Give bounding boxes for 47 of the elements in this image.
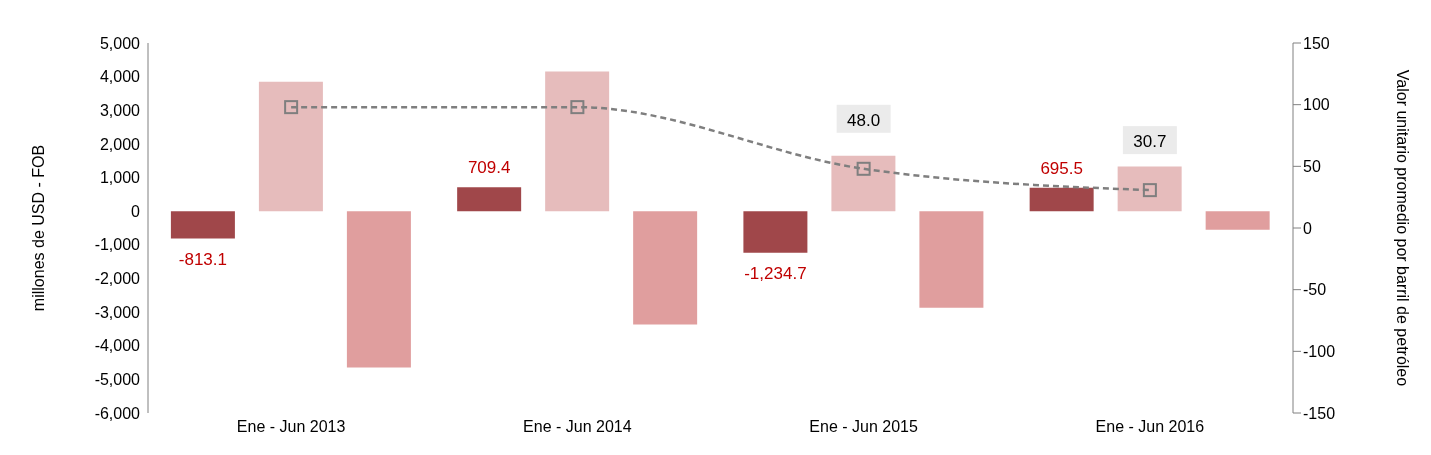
- y-tick-label: 5,000: [99, 34, 141, 52]
- x-tick-label: Ene - Jun 2015: [809, 418, 918, 436]
- bar: [743, 211, 808, 253]
- y-tick-label: -1,000: [94, 236, 141, 254]
- y-tick-label: -5,000: [94, 371, 141, 389]
- bar: [545, 71, 610, 212]
- bar: [633, 211, 698, 325]
- y-tick-label: 4,000: [99, 68, 141, 86]
- data-label: 30.7: [1133, 132, 1167, 152]
- y-tick-label: -4,000: [94, 337, 141, 355]
- y2-tick-label: 50: [1303, 158, 1321, 176]
- point: [570, 100, 585, 115]
- point: [1142, 183, 1157, 198]
- data-label: 695.5: [1040, 158, 1083, 178]
- x-tick-label: Ene - Jun 2016: [1095, 418, 1205, 436]
- bar: [1117, 166, 1182, 212]
- bar: [1205, 211, 1270, 230]
- y2-tick-label: -150: [1303, 404, 1336, 422]
- bar: [831, 155, 896, 212]
- x-tick-label: Ene - Jun 2014: [523, 418, 632, 436]
- y2-tick-label: 150: [1303, 34, 1330, 52]
- y-tick-label: 3,000: [99, 101, 141, 119]
- bar: [346, 211, 411, 368]
- y-tick-label: 2,000: [99, 135, 141, 153]
- y2-axis-title: Valor unitario promedio por barril de petróleo: [1394, 69, 1412, 387]
- bar: [457, 187, 522, 212]
- y-tick-label: 0: [131, 202, 141, 220]
- y2-tick-label: -50: [1303, 281, 1327, 299]
- data-label: -1,234.7: [744, 263, 807, 283]
- bar: [919, 211, 984, 308]
- y2-tick-label: -100: [1303, 343, 1336, 361]
- y-axis-title: millones de USD - FOB: [29, 144, 47, 312]
- point: [856, 161, 871, 176]
- y-tick-label: -2,000: [94, 270, 141, 288]
- bar: [1029, 187, 1094, 212]
- bar: [170, 211, 235, 239]
- y-tick-label: -6,000: [94, 404, 141, 422]
- y2-tick-label: 100: [1303, 96, 1330, 114]
- y-tick-label: -3,000: [94, 303, 141, 321]
- data-label: 709.4: [467, 158, 511, 178]
- bar: [258, 81, 323, 212]
- y-tick-label: 1,000: [99, 169, 141, 187]
- data-label: -813.1: [178, 249, 227, 269]
- y2-tick-label: 0: [1303, 219, 1312, 237]
- x-tick-label: Ene - Jun 2013: [236, 418, 346, 436]
- data-label: 48.0: [847, 110, 881, 130]
- point: [284, 100, 299, 115]
